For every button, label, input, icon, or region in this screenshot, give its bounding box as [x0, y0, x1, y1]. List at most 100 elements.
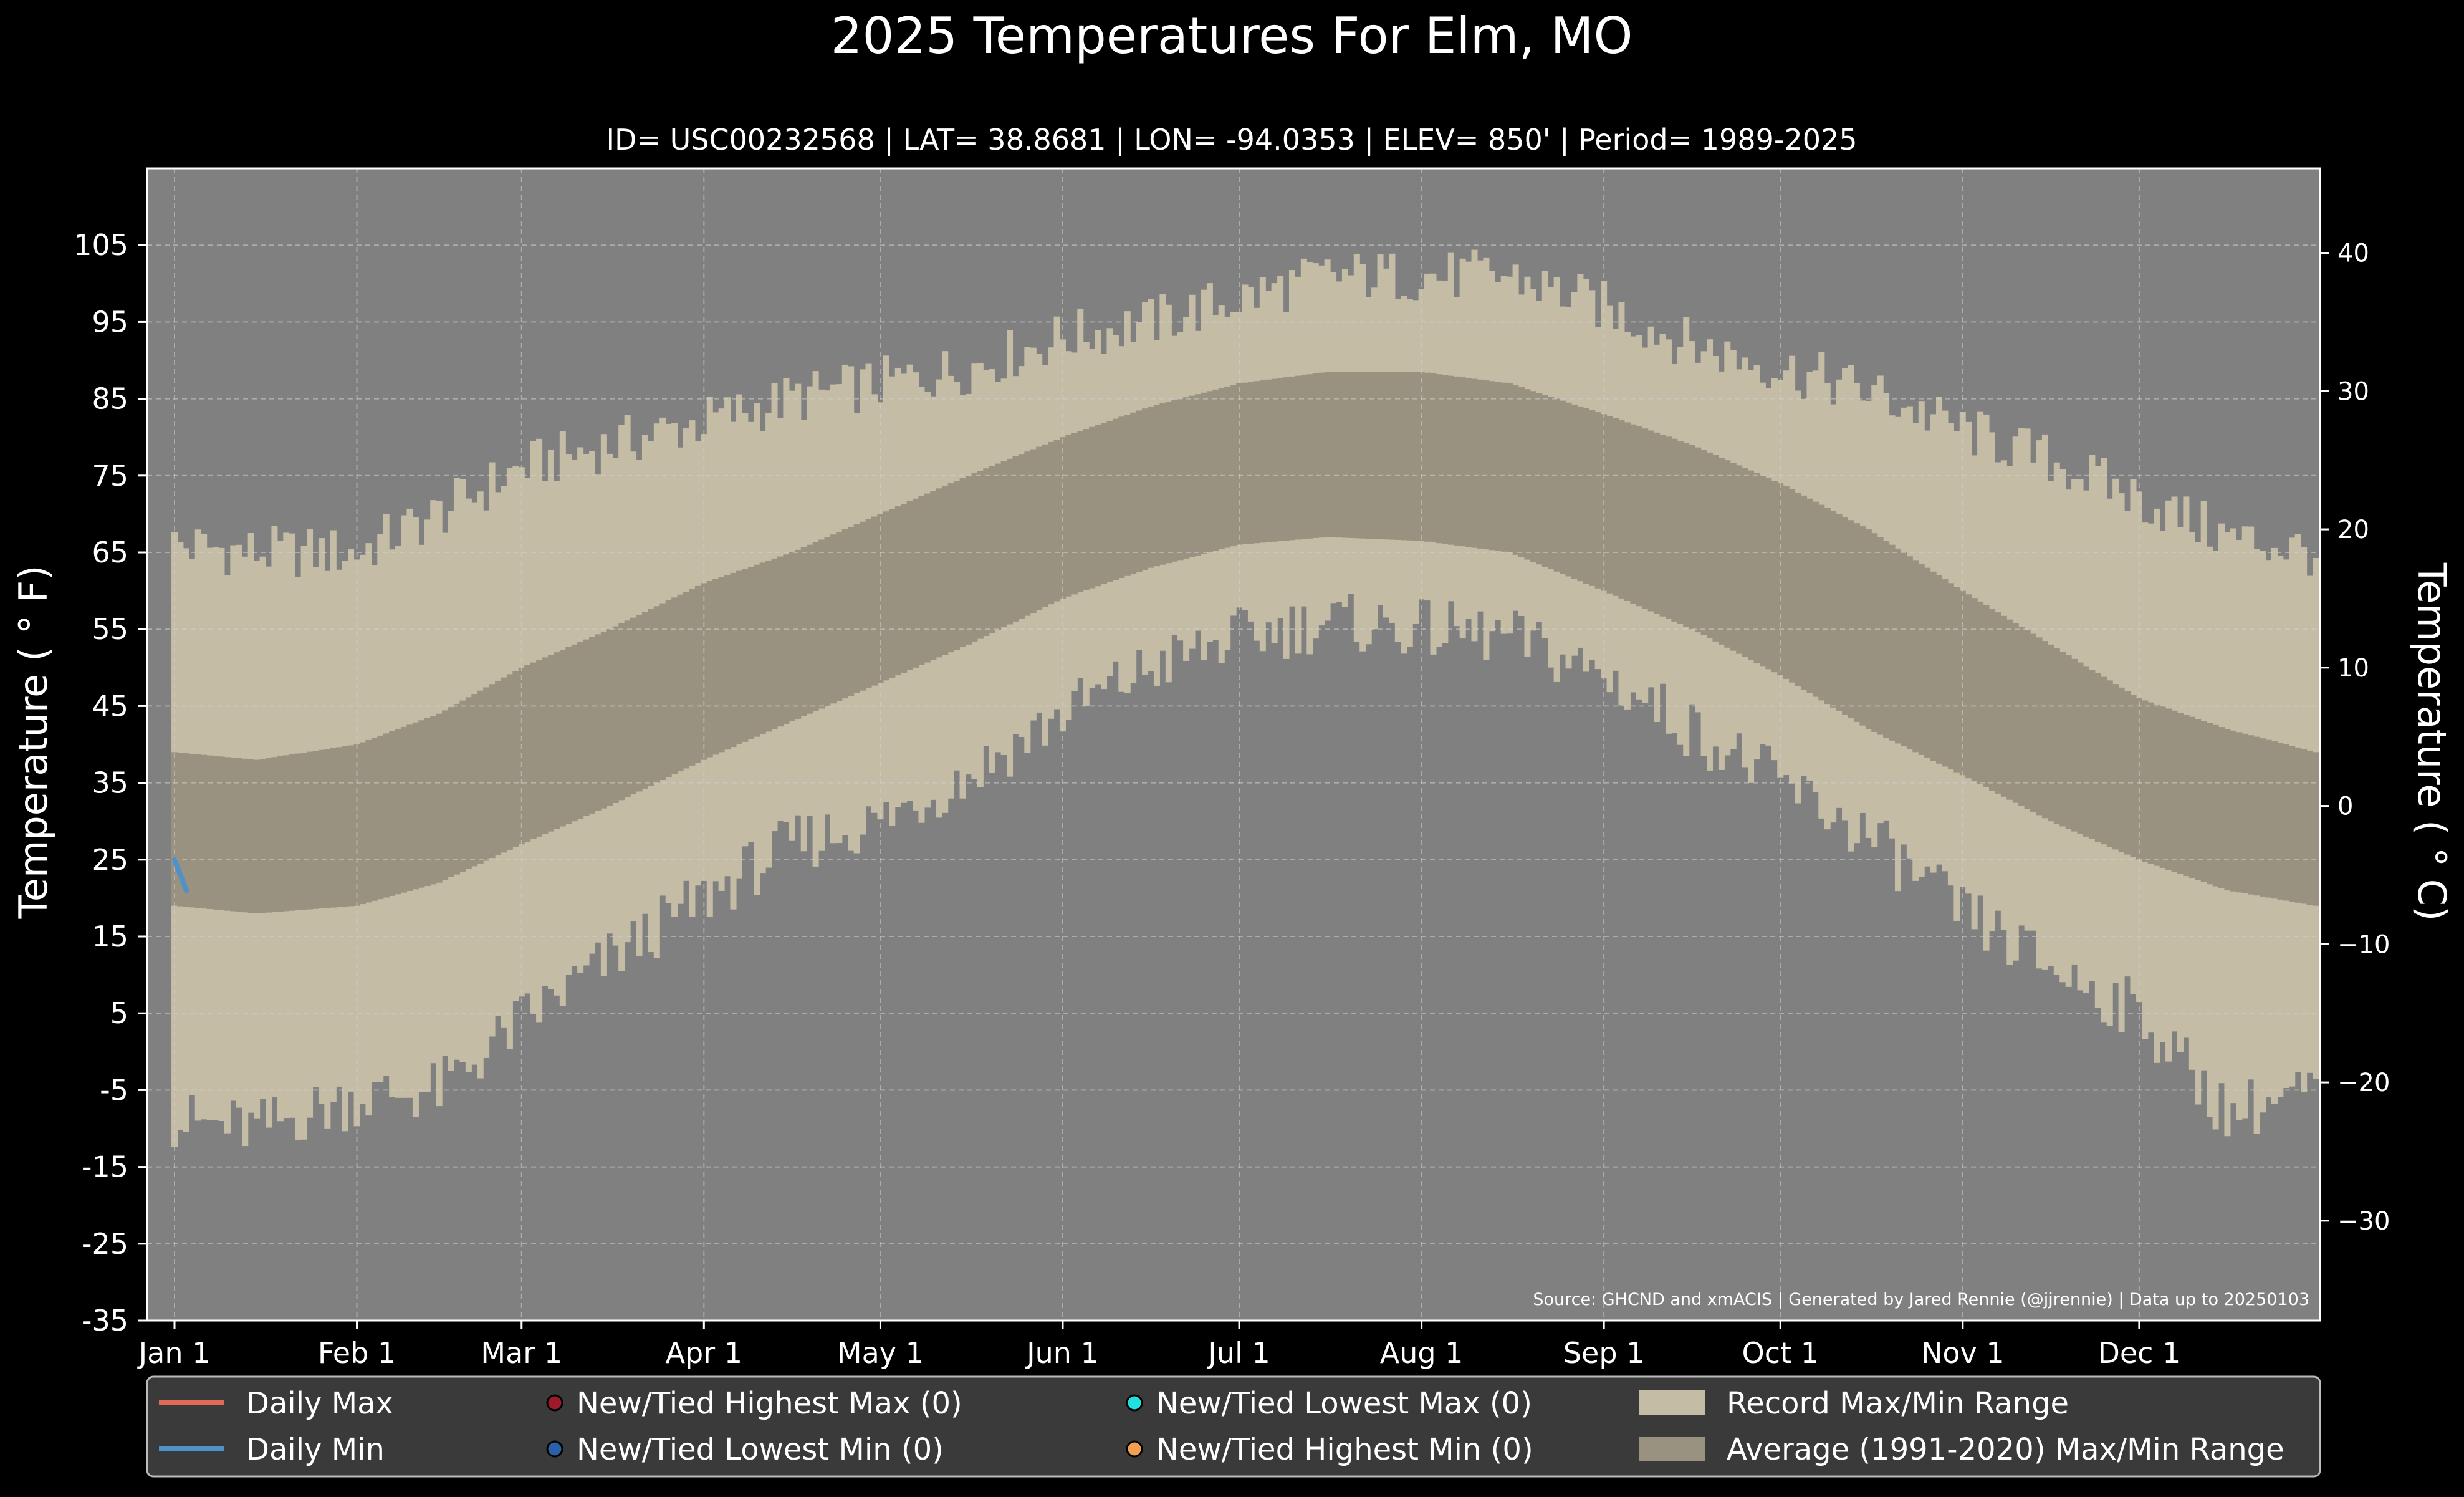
y2-tick-label: 40 [2337, 239, 2369, 268]
average-range-bar [1153, 405, 1160, 567]
average-range-bar [2018, 627, 2025, 806]
average-range-bar [1159, 403, 1166, 565]
average-range-bar [171, 752, 178, 906]
average-range-bar [1571, 404, 1578, 579]
average-range-bar [2041, 641, 2048, 819]
average-range-bar [747, 566, 754, 739]
average-range-bar [2159, 706, 2166, 868]
average-range-bar [777, 556, 784, 727]
average-range-bar [754, 564, 760, 737]
average-range-bar [1118, 416, 1125, 579]
average-range-bar [412, 722, 419, 890]
average-range-bar [1524, 389, 1531, 560]
average-range-bar [671, 597, 678, 774]
average-range-bar [342, 746, 348, 907]
average-range-bar [2283, 744, 2289, 901]
average-range-bar [860, 521, 866, 691]
average-range-bar [1442, 375, 1449, 544]
average-range-bar [1924, 567, 1931, 758]
average-range-bar [701, 583, 707, 760]
average-range-bar [1806, 498, 1813, 693]
average-range-bar [2241, 733, 2248, 894]
legend-swatch-new-tied-highest-min-0 [1126, 1440, 1143, 1458]
y2-tick-label: −30 [2337, 1207, 2390, 1236]
average-range-bar [1136, 410, 1143, 572]
average-range-bar [1853, 523, 1860, 722]
average-range-bar [1100, 423, 1108, 584]
average-range-bar [618, 623, 625, 801]
average-range-bar [436, 713, 443, 883]
average-range-bar [1024, 451, 1031, 616]
average-range-bar [954, 481, 961, 650]
legend-swatch-new-tied-lowest-max-0 [1126, 1394, 1143, 1412]
average-range-bar [307, 751, 314, 910]
y-tick-label: 45 [92, 689, 128, 723]
average-range-bar [2230, 730, 2236, 892]
average-range-bar [224, 757, 231, 911]
average-range-bar [630, 617, 637, 795]
average-range-bar [1018, 454, 1025, 619]
average-range-bar [483, 687, 490, 861]
average-range-bar [1142, 408, 1149, 570]
average-range-bar [1742, 468, 1748, 657]
average-range-bar [453, 703, 460, 875]
average-range-bar [1783, 486, 1790, 679]
average-range-bar [1259, 380, 1266, 543]
average-range-bar [836, 532, 843, 701]
average-range-bar [1424, 372, 1431, 542]
y2-tick-label: −20 [2337, 1069, 2390, 1097]
average-range-bar [1371, 372, 1378, 539]
average-range-bar [365, 739, 372, 903]
average-range-bar [1454, 376, 1460, 546]
average-range-bar [1095, 425, 1101, 587]
y2-tick-label: 0 [2337, 792, 2353, 821]
average-range-bar [1430, 373, 1437, 542]
average-range-bar [1030, 449, 1037, 614]
average-range-bar [2077, 662, 2084, 834]
average-range-bar [577, 642, 584, 819]
average-range-bar [1048, 441, 1055, 605]
average-range-bar [1124, 415, 1131, 576]
legend: Daily Max Daily Min New/Tied Highest Max (… [146, 1375, 2321, 1478]
average-range-bar [324, 749, 331, 908]
average-range-bar [1654, 432, 1661, 614]
y-tick-label: 55 [92, 612, 128, 646]
average-range-bar [683, 592, 690, 769]
average-range-bar [718, 577, 725, 753]
average-range-bar [201, 754, 208, 909]
average-range-bar [918, 496, 925, 665]
average-range-bar [1071, 433, 1078, 595]
y-tick-label: 15 [92, 920, 128, 953]
average-range-bar [795, 549, 802, 719]
average-range-bar [1912, 560, 1919, 753]
average-range-bar [1394, 372, 1401, 540]
legend-swatch-new-tied-lowest-min-0 [546, 1440, 563, 1458]
average-range-bar [1300, 375, 1307, 539]
average-range-bar [848, 526, 855, 696]
average-range-bar [789, 552, 795, 722]
y-axis-label: Temperature ( ° F) [11, 566, 56, 920]
average-range-bar [2177, 713, 2184, 874]
legend-label-new-tied-lowest-max-0: New/Tied Lowest Max (0) [1156, 1386, 1532, 1421]
average-range-bar [1977, 601, 1984, 785]
average-range-bar [648, 609, 654, 786]
grid-lines [147, 168, 2320, 1321]
average-range-bar [1971, 598, 1978, 782]
average-range-bar [2000, 615, 2007, 797]
legend-box [146, 1375, 2321, 1478]
average-range-bar [277, 756, 284, 912]
average-range-bar [565, 647, 572, 824]
average-range-bar [1730, 463, 1737, 651]
average-range-bar [2289, 746, 2296, 902]
average-range-bar [206, 755, 213, 909]
average-range-bar [330, 748, 337, 908]
average-range-bar [383, 733, 390, 898]
average-range-bar [1295, 375, 1302, 540]
average-range-bar [1412, 372, 1419, 541]
average-range-bar [289, 754, 295, 911]
average-range-bar [1053, 440, 1060, 602]
average-range-bar [2065, 655, 2072, 829]
average-range-bar [1618, 420, 1625, 599]
average-range-bar [1012, 456, 1019, 622]
average-range-bar [2294, 747, 2301, 903]
